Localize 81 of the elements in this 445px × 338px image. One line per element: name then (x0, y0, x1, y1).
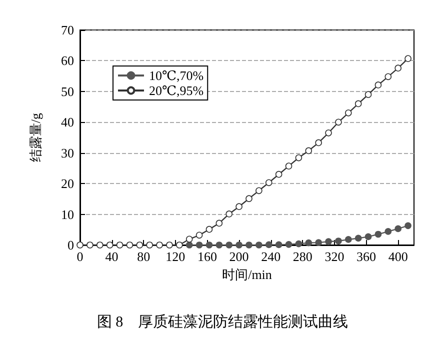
point (275, 241, 282, 248)
y-tick-label: 70 (61, 22, 74, 38)
point (305, 239, 312, 246)
point (236, 203, 242, 210)
point (216, 242, 223, 248)
point (246, 195, 252, 202)
point (196, 232, 203, 239)
x-tick-label: 120 (166, 249, 186, 264)
point (226, 210, 233, 218)
point (305, 147, 312, 154)
point (166, 242, 173, 248)
point (186, 236, 193, 243)
point (285, 240, 292, 248)
y-tick-label: 50 (61, 84, 74, 99)
point (146, 242, 153, 248)
point (86, 242, 94, 248)
point (325, 129, 332, 136)
point (116, 242, 124, 248)
point (364, 91, 372, 98)
x-tick-label: 40 (105, 249, 118, 264)
point (106, 242, 114, 248)
point (176, 242, 183, 248)
y-axis-title: 结露量/g (28, 112, 43, 162)
point (76, 242, 84, 248)
point (256, 187, 262, 194)
point (256, 242, 262, 248)
y-tick-label: 0 (68, 238, 74, 252)
point (394, 64, 402, 72)
point (126, 242, 134, 248)
point (364, 233, 372, 240)
point (206, 242, 213, 248)
point (295, 240, 302, 248)
x-tick-label: 360 (356, 249, 376, 264)
y-tick-label: 40 (61, 114, 74, 130)
x-tick-label: 320 (324, 249, 344, 264)
point (374, 82, 382, 88)
x-tick-label: 280 (292, 249, 312, 264)
y-tick-label: 60 (61, 53, 74, 68)
y-tick-label: 30 (61, 145, 74, 160)
point (404, 55, 412, 62)
point (384, 73, 392, 80)
point (295, 154, 302, 162)
point (315, 239, 322, 246)
point (236, 242, 242, 248)
x-axis-title: 时间/min (222, 266, 272, 282)
x-tick-label: 80 (137, 249, 150, 264)
point (335, 238, 342, 244)
caption: 图 8 厚质硅藻泥防结露性能测试曲线 (96, 314, 348, 330)
point (345, 110, 352, 116)
point (345, 236, 352, 243)
x-tick-label: 200 (229, 249, 249, 264)
point (265, 179, 272, 186)
x-tick-label: 0 (76, 249, 84, 264)
y-tick-label: 20 (61, 176, 74, 192)
point (325, 238, 332, 246)
legend-label: 10℃,70% (149, 68, 204, 83)
point (156, 242, 163, 248)
point (374, 230, 382, 238)
point (354, 234, 362, 242)
point (206, 226, 213, 233)
point (275, 170, 282, 178)
point (404, 222, 412, 230)
y-tick-label: 10 (61, 206, 74, 222)
point (285, 162, 292, 170)
point (96, 242, 104, 248)
x-tick-label: 240 (261, 249, 281, 264)
point (246, 242, 252, 248)
point (216, 220, 223, 227)
point (394, 225, 402, 232)
legend-label: 20℃,95% (149, 83, 204, 98)
point (226, 242, 233, 248)
x-tick-label: 400 (388, 249, 408, 264)
point (196, 242, 203, 248)
point (335, 118, 342, 126)
point (315, 139, 322, 146)
point (354, 100, 362, 108)
point (186, 242, 193, 248)
point (384, 228, 392, 235)
point (136, 242, 144, 248)
x-tick-label: 160 (197, 249, 217, 264)
point (265, 241, 272, 248)
